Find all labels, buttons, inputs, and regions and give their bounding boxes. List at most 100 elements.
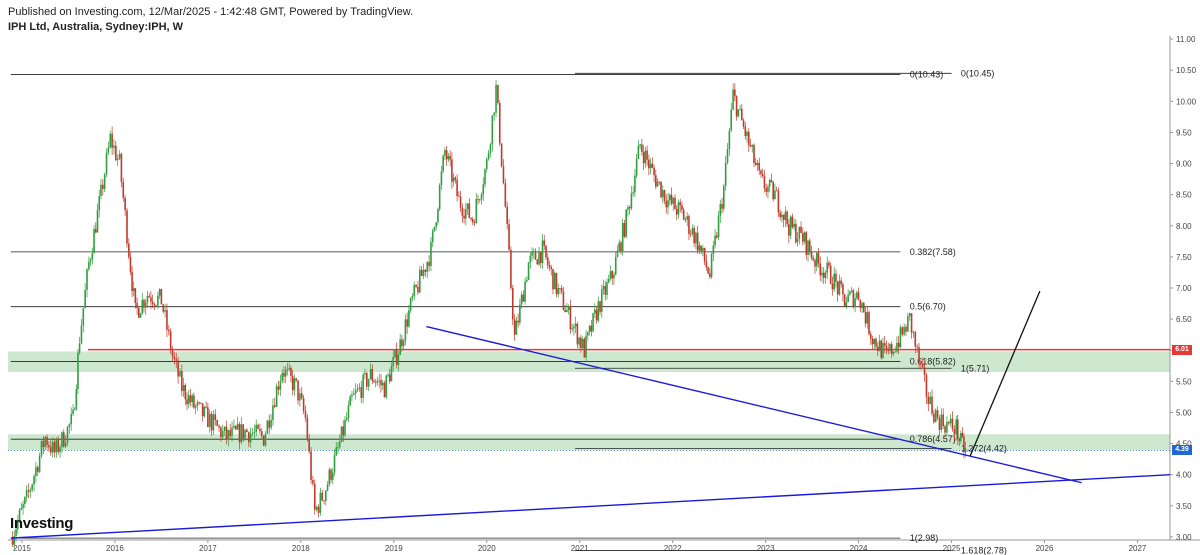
candle-body <box>789 216 792 236</box>
candle-body <box>836 281 839 295</box>
candle-body <box>938 418 941 430</box>
candle-body <box>88 261 90 270</box>
candle-body <box>744 126 747 137</box>
candle-body <box>737 109 740 117</box>
candle-body <box>880 340 883 358</box>
candle-body <box>31 484 33 490</box>
candle-body <box>655 175 657 187</box>
candle-body <box>72 409 74 415</box>
candle-body <box>901 327 904 335</box>
candle-body <box>620 242 622 251</box>
candle-body <box>510 249 512 289</box>
candle-body <box>98 196 101 211</box>
candle-body <box>749 145 752 147</box>
candle-body <box>506 206 508 225</box>
candle-body <box>409 298 412 311</box>
candle-body <box>672 197 675 204</box>
candle-body <box>380 380 382 386</box>
candle-body <box>415 284 417 287</box>
candle-body <box>344 420 346 436</box>
candle-body <box>819 263 822 276</box>
fib-label-0: 0(10.43) <box>910 70 944 80</box>
candle-body <box>581 338 584 349</box>
candle-body <box>168 329 170 332</box>
candle-body <box>218 425 220 428</box>
candle-body <box>609 271 612 279</box>
candle-body <box>905 326 907 332</box>
candle-body <box>630 193 633 209</box>
candle-body <box>420 269 423 277</box>
candle-body <box>753 144 755 163</box>
candle-body <box>426 262 429 272</box>
candle-body <box>208 413 211 428</box>
trendline-1 <box>426 325 1082 484</box>
candle-body <box>131 271 133 292</box>
candle-body <box>158 288 161 296</box>
candle-body <box>399 339 401 356</box>
candle-body <box>831 283 834 290</box>
candle-body <box>961 433 964 437</box>
candle-body <box>13 535 16 545</box>
x-tick-label: 2015 <box>13 544 31 553</box>
candle-body <box>297 380 299 401</box>
candle-body <box>770 180 773 182</box>
candle-body <box>404 319 407 341</box>
candle-body <box>600 289 603 312</box>
candle-body <box>534 251 537 260</box>
candle-body <box>927 396 930 404</box>
x-tick-label: 2016 <box>106 544 124 553</box>
candle-body <box>539 252 542 263</box>
candle-body <box>419 269 421 293</box>
candle-body <box>49 447 52 453</box>
candle-body <box>57 440 59 453</box>
candle-body <box>695 232 697 244</box>
candle-body <box>845 302 848 307</box>
candle-body <box>84 289 86 309</box>
candle-body <box>668 194 671 200</box>
candle-body <box>229 430 231 437</box>
candle-body <box>91 253 94 260</box>
candle-body <box>93 229 95 254</box>
candle-body <box>829 265 832 284</box>
candle-body <box>963 436 965 453</box>
candle-body <box>869 334 872 339</box>
y-tick-label: 3.50 <box>1176 502 1192 511</box>
candle-body <box>236 423 239 430</box>
candle-body <box>193 395 195 408</box>
candle-body <box>602 286 605 290</box>
x-tick-label: 2025 <box>943 544 961 553</box>
candle-body <box>616 250 619 258</box>
candle-body <box>763 175 766 189</box>
candle-body <box>406 319 408 327</box>
candle-body <box>498 102 501 144</box>
candle-body <box>475 198 478 224</box>
candle-body <box>580 337 582 349</box>
candle-body <box>203 406 206 417</box>
candle-body <box>618 242 621 251</box>
candle-body <box>304 411 307 418</box>
candle-body <box>553 272 556 290</box>
candle-body <box>313 483 316 510</box>
candle-body <box>700 245 702 251</box>
candle-body <box>958 438 961 441</box>
candle-body <box>216 420 218 426</box>
candle-body <box>613 274 615 279</box>
candle-body <box>64 442 67 447</box>
candle-body <box>157 295 159 306</box>
candle-body <box>920 362 922 364</box>
candle-body <box>20 507 23 510</box>
candle-body <box>548 265 551 268</box>
candle-body <box>402 340 405 347</box>
candle-body <box>665 201 668 208</box>
candle-body <box>852 290 855 307</box>
candle-body <box>955 419 957 435</box>
candle-body <box>44 437 46 447</box>
candle-body <box>286 368 289 370</box>
candle-body <box>312 480 314 484</box>
candle-body <box>545 245 547 258</box>
candle-body <box>803 232 806 242</box>
candle-body <box>381 382 384 386</box>
symbol-title: IPH Ltd, Australia, Sydney:IPH, W <box>8 21 184 33</box>
candles-group <box>11 79 967 549</box>
candle-body <box>765 188 768 192</box>
